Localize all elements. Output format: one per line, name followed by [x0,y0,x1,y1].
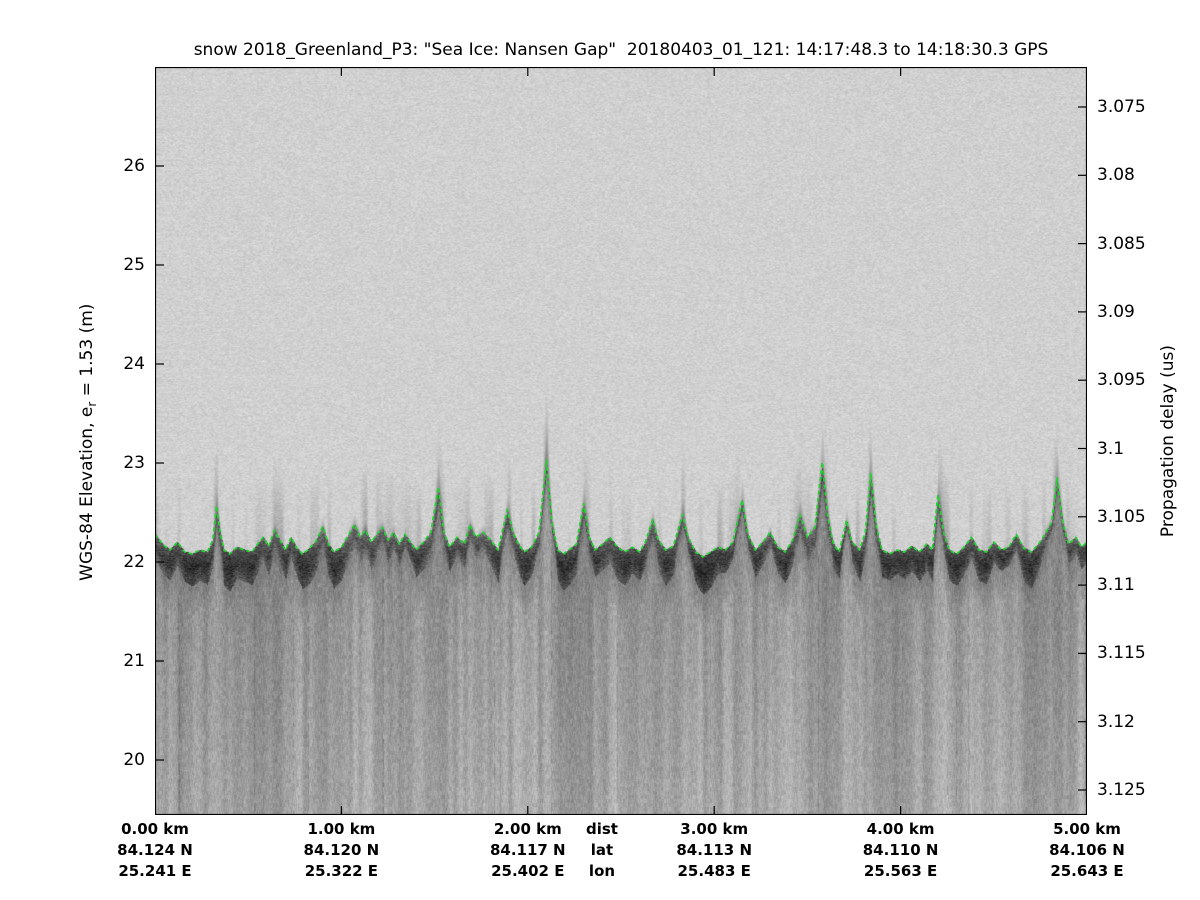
left-axis-label: WGS-84 Elevation, er = 1.53 (m) [77,242,99,642]
geo-column: 3.00 km 84.113 N 25.483 E [644,819,784,882]
right-tick-label: 3.115 [1097,643,1146,664]
geo-column-row-dist: 3.00 km [680,820,749,838]
geo-column-row-lon: 25.643 E [1050,862,1124,880]
geo-column: 2.00 km 84.117 N 25.402 E [458,819,598,882]
surface-pick-line [155,459,1087,558]
geo-column-row-lon: 25.241 E [118,862,192,880]
left-tick-label: 20 [123,750,145,770]
left-tick-label: 26 [123,156,145,176]
left-tick-label: 24 [123,354,145,374]
right-tick-label: 3.12 [1097,711,1135,732]
right-tick-label: 3.11 [1097,575,1135,596]
geo-column-row-lon: 25.483 E [677,862,751,880]
left-tick-label: 21 [123,651,145,671]
geo-column-row-lon: 25.402 E [491,862,565,880]
geo-column-row-lat: 84.117 N [489,841,566,859]
geo-column: 0.00 km 84.124 N 25.241 E [85,819,225,882]
geo-column-row-lat: 84.110 N [862,841,939,859]
right-tick-label: 3.075 [1097,97,1146,117]
geo-column-row-lat: 84.106 N [1049,841,1125,859]
geo-row-header-row-dist: dist [586,820,618,838]
geo-column-row-dist: 0.00 km [121,820,189,838]
left-tick-label: 22 [123,552,145,572]
echogram-image [155,67,1087,815]
geo-row-header-row-lat: lat [590,841,614,859]
right-tick-label: 3.08 [1097,165,1135,186]
geo-column-row-lon: 25.322 E [304,862,379,880]
geo-column-row-dist: 5.00 km [1053,820,1121,838]
geo-column: 5.00 km 84.106 N 25.643 E [1017,819,1157,882]
left-axis-label-subscript: r [85,401,100,407]
right-tick-label: 3.09 [1097,301,1135,322]
geo-column-row-dist: 4.00 km [866,820,935,838]
right-tick-label: 3.1 [1097,438,1125,459]
right-tick-label: 3.125 [1097,780,1146,800]
geo-row-header: dist lat lon [532,819,672,882]
geo-column-row-lon: 25.563 E [863,862,938,880]
plot-title: snow 2018_Greenland_P3: "Sea Ice: Nansen… [193,40,1049,60]
geo-column-row-lat: 84.120 N [303,841,380,859]
plot-border [155,67,1087,815]
right-tick-label: 3.105 [1097,506,1146,527]
geo-row-header-row-lon: lon [588,862,616,880]
geo-column: 4.00 km 84.110 N 25.563 E [831,819,971,882]
geo-column-row-dist: 1.00 km [307,820,376,838]
right-tick-label: 3.085 [1097,233,1146,254]
geo-column-row-lat: 84.124 N [117,841,193,859]
left-tick-label: 23 [123,453,145,473]
right-tick-label: 3.095 [1097,370,1146,391]
plot-overlay [155,67,1087,815]
geo-column: 1.00 km 84.120 N 25.322 E [271,819,411,882]
left-tick-label: 25 [123,255,145,275]
left-axis-label-units: = 1.53 (m) [76,303,97,402]
geo-column-row-lat: 84.113 N [676,841,753,859]
geo-column-row-dist: 2.00 km [493,820,562,838]
